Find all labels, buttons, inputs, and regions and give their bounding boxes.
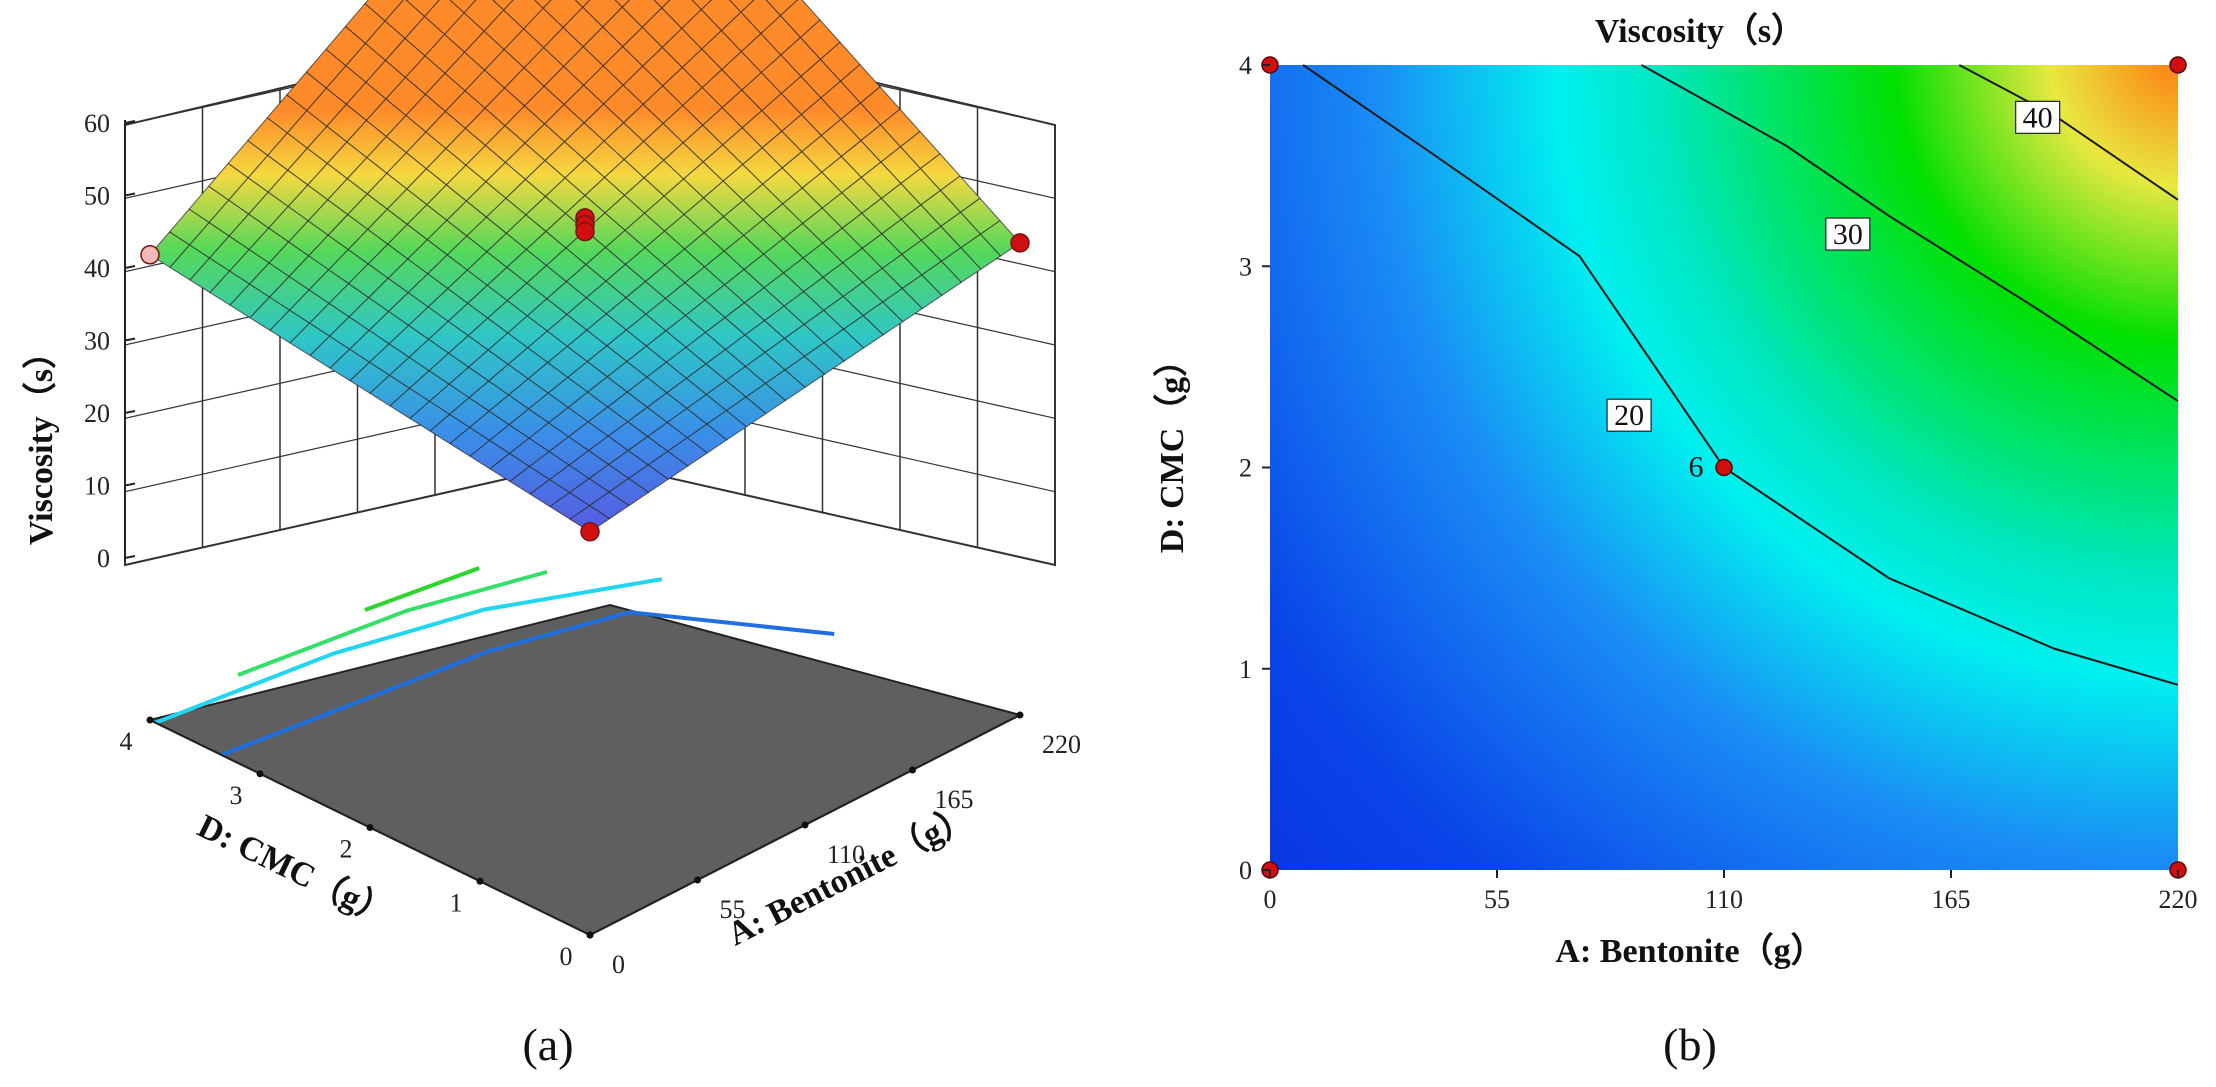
contour-label-box <box>2015 100 2061 134</box>
z-axis-title: Viscosity（s） <box>21 335 60 545</box>
z-tick-mark <box>124 410 136 414</box>
contour-y-tick-label: 0 <box>1239 856 1252 885</box>
cmc-tick-mark <box>366 824 374 831</box>
contour-y-tick-label: 2 <box>1239 454 1252 483</box>
contour-line <box>1640 64 2179 402</box>
z-tick-mark <box>124 265 136 269</box>
surface-cell <box>533 0 552 10</box>
bentonite-tick-mark <box>1016 711 1024 719</box>
z-tick-label: 50 <box>84 182 110 211</box>
z-tick-mark <box>124 120 136 124</box>
contour-x-tick-label: 165 <box>1932 885 1971 914</box>
contour-x-tick-label: 220 <box>2159 885 2198 914</box>
contour-label: 20 <box>1614 399 1644 432</box>
panel-a-label: (a) <box>522 1019 573 1070</box>
contour-y-tick-label: 3 <box>1239 252 1252 281</box>
cmc-tick-mark <box>146 716 154 724</box>
surface-cell <box>691 0 713 11</box>
z-tick-label: 10 <box>84 472 110 501</box>
cmc-tick-label: 4 <box>120 727 133 756</box>
floor-contour-line <box>220 610 835 757</box>
cmc-tick-label: 2 <box>340 835 353 864</box>
bentonite-tick-mark <box>909 766 916 774</box>
bentonite-tick-mark <box>694 876 701 884</box>
contour-design-point <box>2169 56 2187 74</box>
contour-design-point <box>1715 458 1733 477</box>
contour-label-box <box>1825 217 1871 251</box>
contour-y-tick-label: 4 <box>1239 51 1252 80</box>
panel-b-label: (b) <box>1663 1019 1717 1070</box>
floor-contour-line <box>154 577 663 725</box>
surface-cell <box>569 505 611 533</box>
z-tick-label: 30 <box>84 327 110 356</box>
surface-floor <box>147 603 1023 937</box>
bentonite-tick-mark <box>586 931 594 939</box>
z-tick-mark <box>124 482 136 487</box>
cmc-tick-mark <box>476 877 484 885</box>
surface-design-point <box>140 245 160 265</box>
z-tick-mark <box>124 555 136 559</box>
contour-x-tick-label: 55 <box>1484 885 1510 914</box>
bentonite-tick-label: 165 <box>935 785 974 814</box>
z-axis-ticks: 0 10 20 30 40 50 60 <box>84 109 136 573</box>
surface-design-point <box>1010 233 1030 253</box>
floor-contours <box>154 566 835 757</box>
surface-cell <box>653 0 671 9</box>
contour-axis-ticks: 0 55 110 165 220 0 1 2 3 4 <box>1239 51 2198 914</box>
contour-x-title: A: Bentonite（g） <box>1555 931 1824 970</box>
floor-contour-line <box>237 569 548 677</box>
cmc-tick-mark <box>256 770 264 778</box>
z-tick-label: 40 <box>84 254 110 283</box>
surface-design-point <box>580 522 600 542</box>
z-tick-label: 60 <box>84 109 110 138</box>
bentonite-tick-label: 55 <box>720 895 746 924</box>
contour-label-box <box>1606 398 1652 432</box>
surface-cell <box>574 0 591 9</box>
surface-design-points <box>140 208 1030 542</box>
bentonite-tick-label: 110 <box>827 840 865 869</box>
center-point-label: 6 <box>1689 451 1704 484</box>
contour-x-tick-label: 0 <box>1264 885 1277 914</box>
response-surface <box>149 0 1021 533</box>
bentonite-tick-label: 220 <box>1042 730 1081 759</box>
contour-title: Viscosity（s） <box>1595 11 1805 50</box>
contour-y-tick-label: 1 <box>1239 655 1252 684</box>
contour-label: 40 <box>2023 101 2053 134</box>
z-tick-label: 20 <box>84 399 110 428</box>
floor-axis-ticks: 0 1 2 3 4 0 55 110 165 220 <box>120 711 1081 979</box>
surface-design-point <box>575 221 595 242</box>
contour-x-tick-label: 110 <box>1705 885 1743 914</box>
surface-cell <box>492 0 514 11</box>
surface-cell <box>728 0 755 13</box>
floor-contour-line <box>364 566 480 612</box>
z-tick-mark <box>124 192 136 197</box>
cmc-tick-label: 0 <box>560 942 573 971</box>
bentonite-tick-mark <box>801 821 809 829</box>
contour-label: 30 <box>1833 218 1863 251</box>
z-tick-label: 0 <box>97 544 110 573</box>
surface-cell <box>614 0 631 8</box>
contour-y-title: D: CMC（g） <box>1152 343 1191 554</box>
cmc-tick-label: 3 <box>230 781 243 810</box>
z-tick-mark <box>124 337 136 342</box>
cmc-tick-label: 1 <box>450 888 463 917</box>
bentonite-tick-label: 0 <box>612 950 625 979</box>
